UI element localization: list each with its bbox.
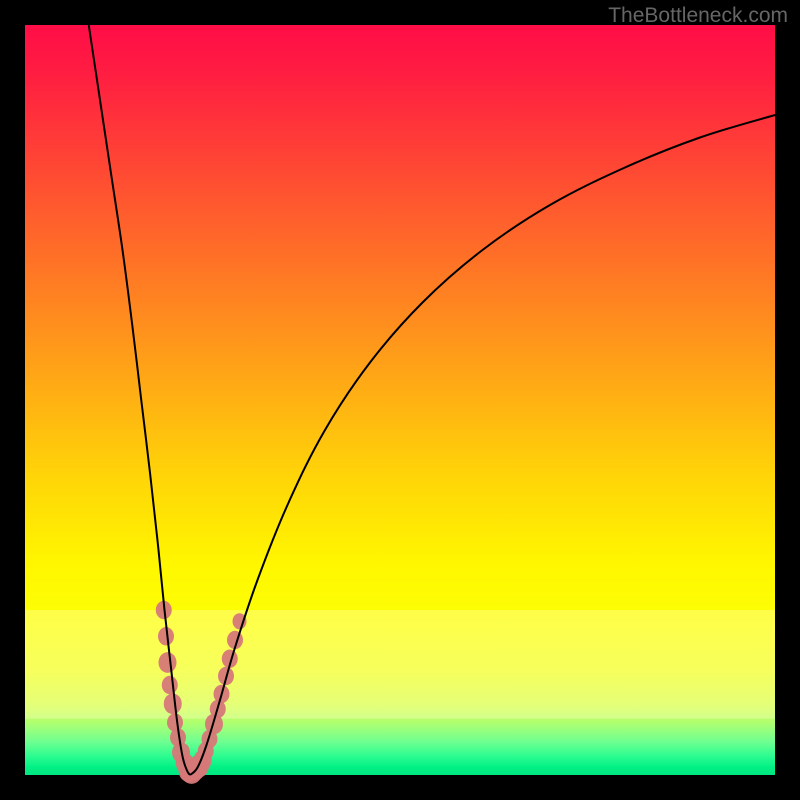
bottleneck-chart: TheBottleneck.com bbox=[0, 0, 800, 800]
chart-svg bbox=[0, 0, 800, 800]
watermark-text: TheBottleneck.com bbox=[608, 4, 788, 28]
